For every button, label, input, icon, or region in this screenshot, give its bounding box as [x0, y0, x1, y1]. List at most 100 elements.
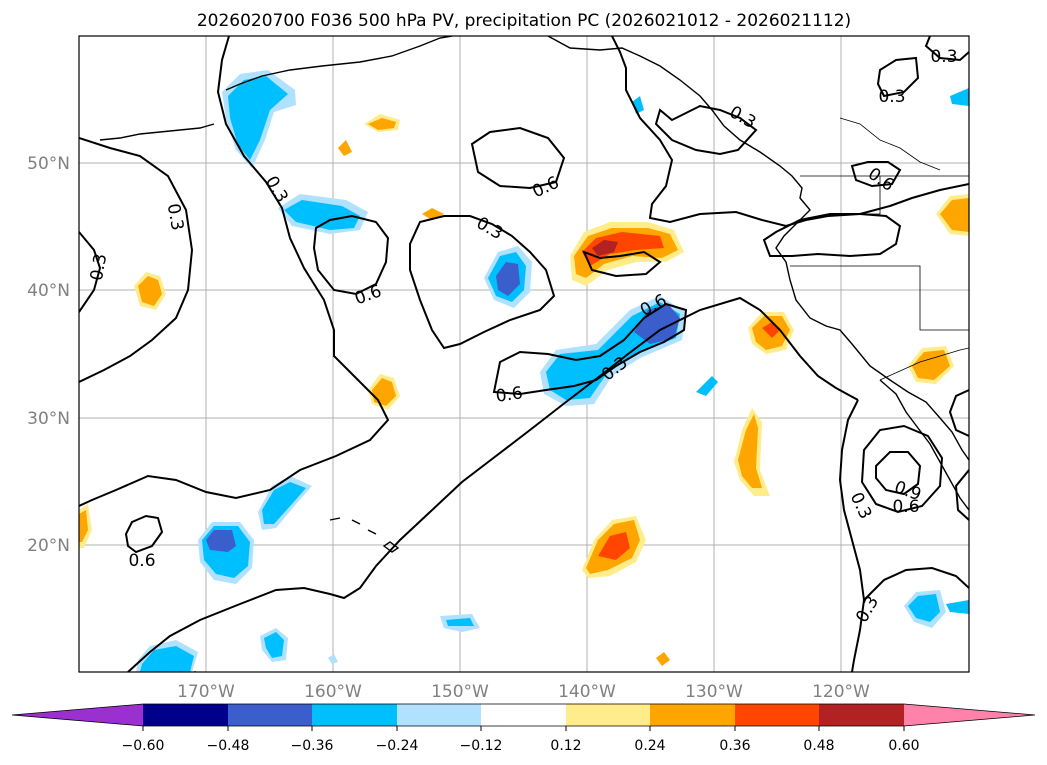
- contour-line: [875, 451, 922, 496]
- colorbar-segment: [228, 704, 312, 726]
- precip-area: [206, 530, 236, 552]
- coastline-alaska-peninsula: [225, 36, 453, 91]
- contour-line: [654, 104, 758, 156]
- contour-line: [127, 296, 859, 672]
- colorbar-tick-label: −0.60: [122, 738, 165, 754]
- lon-label-150w: 150°W: [431, 682, 489, 702]
- contour-line: [79, 36, 390, 507]
- precip-area: [140, 646, 194, 672]
- precip-positive: [79, 114, 969, 666]
- contour-line: [860, 424, 944, 514]
- precip-area: [912, 350, 950, 380]
- precip-area: [950, 88, 969, 106]
- contour-line: [312, 214, 390, 296]
- lon-label-160w: 160°W: [304, 682, 362, 702]
- colorbar-tick-label: 0.36: [719, 738, 750, 754]
- figure-title: 2026020700 F036 500 hPa PV, precipitatio…: [197, 11, 851, 31]
- coastline-hawaii: [329, 517, 400, 553]
- colorbar-segment: [312, 704, 397, 726]
- contour-line: [924, 36, 969, 62]
- pv-contours: [79, 36, 969, 672]
- precip-negative: [136, 70, 969, 672]
- colorbar-tick-label: 0.12: [550, 738, 581, 754]
- colorbar-extend-high: [904, 704, 1035, 726]
- colorbar-segment: [819, 704, 904, 726]
- colorbar-tick-label: 0.60: [888, 738, 919, 754]
- lon-label-130w: 130°W: [685, 682, 743, 702]
- precip-area: [946, 600, 969, 614]
- contour-line: [492, 302, 688, 396]
- map-panel: 0.3 0.3 0.3 0.3 0.3 0.3 0.3 0.3 0.6 0.6 …: [78, 35, 970, 673]
- precip-area: [696, 376, 718, 396]
- colorbar-tick-label: −0.36: [291, 738, 334, 754]
- lat-label-40n: 40°N: [27, 281, 70, 301]
- lon-label-140w: 140°W: [558, 682, 616, 702]
- precip-area: [338, 140, 352, 156]
- precip-area: [264, 632, 284, 658]
- precip-area: [592, 240, 618, 256]
- colorbar-segment: [481, 704, 566, 726]
- colorbar-tick-labels: −0.60 −0.48 −0.36 −0.24 −0.12 0.12 0.24 …: [122, 738, 920, 754]
- colorbar-tick-label: −0.24: [376, 738, 419, 754]
- lon-label-170w: 170°W: [177, 682, 235, 702]
- contour-line: [470, 126, 566, 190]
- colorbar-tick-label: 0.48: [803, 738, 834, 754]
- contour-line: [409, 215, 556, 350]
- precip-area: [328, 654, 338, 664]
- contour-label: 0.3: [878, 87, 905, 107]
- colorbar-tick-label: −0.12: [460, 738, 503, 754]
- contour-line: [79, 231, 102, 313]
- precip-area: [262, 482, 306, 524]
- contour-label: 0.3: [163, 202, 187, 232]
- contour-line: [762, 213, 902, 258]
- precip-area: [368, 118, 396, 130]
- border-states: [790, 265, 969, 331]
- colorbar-tick-label: −0.48: [207, 738, 250, 754]
- precip-area: [228, 76, 288, 160]
- colorbar-extend-low: [12, 704, 143, 726]
- contour-label: 0.3: [87, 252, 111, 282]
- colorbar: −0.60 −0.48 −0.36 −0.24 −0.12 0.12 0.24 …: [11, 703, 1036, 754]
- precip-area: [422, 208, 444, 220]
- lat-label-30n: 30°N: [27, 409, 70, 429]
- precip-area: [940, 198, 969, 232]
- precip-area: [656, 652, 670, 666]
- colorbar-tick-label: 0.24: [634, 738, 665, 754]
- coastline-aleutians: [99, 123, 215, 141]
- precip-area: [446, 618, 474, 626]
- precip-area: [284, 200, 360, 230]
- lat-label-20n: 20°N: [27, 536, 70, 556]
- colorbar-segment: [566, 704, 650, 726]
- colorbar-segment: [397, 704, 481, 726]
- contour-line: [850, 161, 902, 188]
- contour-line: [611, 36, 969, 228]
- contour-line: [582, 250, 662, 278]
- precip-area: [138, 276, 162, 306]
- colorbar-segment: [650, 704, 735, 726]
- border-us-mexico: [879, 347, 969, 381]
- contour-line: [876, 56, 920, 98]
- precip-area: [79, 510, 88, 542]
- precip-area: [908, 594, 940, 622]
- colorbar-ticks: [142, 726, 905, 731]
- contour-line: [838, 399, 866, 672]
- contour-label: 0.6: [128, 551, 155, 571]
- map-frame: [78, 35, 970, 673]
- precip-area: [738, 414, 762, 488]
- precip-area: [598, 532, 630, 560]
- precip-area: [496, 262, 520, 296]
- precip-area: [634, 304, 680, 344]
- contour-line: [863, 566, 969, 601]
- contour-line: [948, 389, 969, 437]
- contour-line: [79, 137, 194, 383]
- contour-line: [124, 514, 164, 554]
- contour-label: 0.6: [892, 497, 919, 517]
- contour-label: 0.3: [930, 47, 957, 67]
- lat-label-50n: 50°N: [27, 154, 70, 174]
- contour-label: 0.6: [495, 383, 525, 407]
- contour-line: [954, 469, 969, 521]
- colorbar-segment: [735, 704, 819, 726]
- border-alaska-canada: [839, 117, 941, 171]
- lon-label-120w: 120°W: [812, 682, 870, 702]
